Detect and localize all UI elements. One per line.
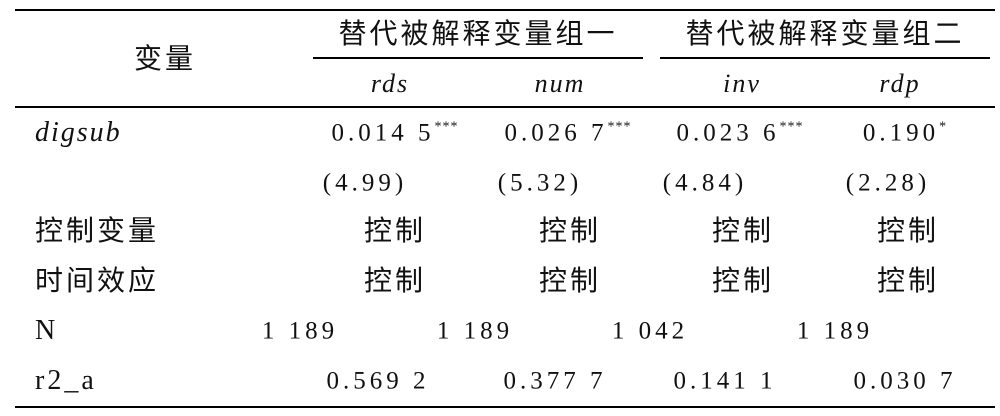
cell-value: 控制 [876, 266, 940, 297]
cell-value: 控制 [711, 216, 775, 247]
cell-value: 0.023 6 [676, 119, 780, 147]
cell: 控制 [877, 218, 939, 246]
top-rule [15, 9, 995, 11]
cell-value: 控制 [363, 266, 427, 297]
group-rule [660, 57, 990, 59]
cell: (4.99) [323, 171, 407, 196]
cell: 控制 [712, 268, 774, 296]
cell: 1 189 [797, 319, 873, 344]
cell: 控制 [364, 218, 426, 246]
cell: 控制 [877, 268, 939, 296]
cell: 0.014 5*** [331, 119, 459, 147]
group-rule [313, 57, 643, 59]
cell: 0.190* [862, 119, 948, 147]
group-header: 替代被解释变量组一 [338, 19, 618, 50]
cell-value: 1 189 [261, 317, 339, 345]
cell: 控制 [539, 268, 601, 296]
row-label: r2_a [35, 365, 97, 396]
cell-value: 0.014 5 [331, 119, 435, 147]
cell-value: 1 189 [796, 317, 874, 345]
group-header: 替代被解释变量组二 [685, 19, 965, 50]
row-label: 控制变量 [35, 216, 160, 247]
cell: 0.030 7 [854, 369, 957, 394]
cell: 控制 [712, 218, 774, 246]
cell-value: (4.84) [662, 169, 748, 197]
row-label: 时间效应 [35, 266, 160, 297]
column-header: rdp [879, 69, 921, 98]
cell: 1 189 [437, 319, 513, 344]
cell-value: 控制 [876, 216, 940, 247]
cell: 0.023 6*** [676, 119, 804, 147]
cell-value: 0.377 7 [503, 367, 607, 395]
significance-stars: *** [607, 119, 632, 135]
cell-value: 0.569 2 [326, 367, 430, 395]
cell-value: 控制 [363, 216, 427, 247]
cell-value: 1 189 [436, 317, 514, 345]
cell-value: 0.141 1 [673, 367, 777, 395]
cell: 0.026 7*** [504, 119, 632, 147]
stub-header: 变量 [133, 44, 197, 75]
header-rule [15, 106, 995, 108]
column-header: inv [723, 69, 761, 98]
cell: 控制 [539, 218, 601, 246]
cell-value: 0.026 7 [504, 119, 608, 147]
cell: (2.28) [846, 171, 930, 196]
cell-value: 1 042 [611, 317, 689, 345]
significance-stars: * [939, 119, 948, 135]
row-label: digsub [35, 117, 122, 148]
significance-stars: *** [434, 119, 459, 135]
cell-value: 0.030 7 [853, 367, 957, 395]
cell: 控制 [364, 268, 426, 296]
cell: (4.84) [663, 171, 747, 196]
cell-value: (5.32) [497, 169, 583, 197]
cell: 0.569 2 [327, 369, 430, 394]
bottom-rule [15, 406, 995, 408]
column-header: num [534, 69, 586, 98]
cell-value: 0.190 [862, 119, 940, 147]
cell: 0.141 1 [674, 369, 777, 394]
cell: 1 042 [612, 319, 688, 344]
cell-value: 控制 [711, 266, 775, 297]
cell-value: 控制 [538, 216, 602, 247]
cell: 1 189 [262, 319, 338, 344]
cell-value: (2.28) [845, 169, 931, 197]
cell-value: (4.99) [322, 169, 408, 197]
significance-stars: *** [779, 119, 804, 135]
column-header: rds [370, 69, 410, 98]
cell: (5.32) [498, 171, 582, 196]
cell-value: 控制 [538, 266, 602, 297]
row-label: N [35, 315, 59, 346]
cell: 0.377 7 [504, 369, 607, 394]
